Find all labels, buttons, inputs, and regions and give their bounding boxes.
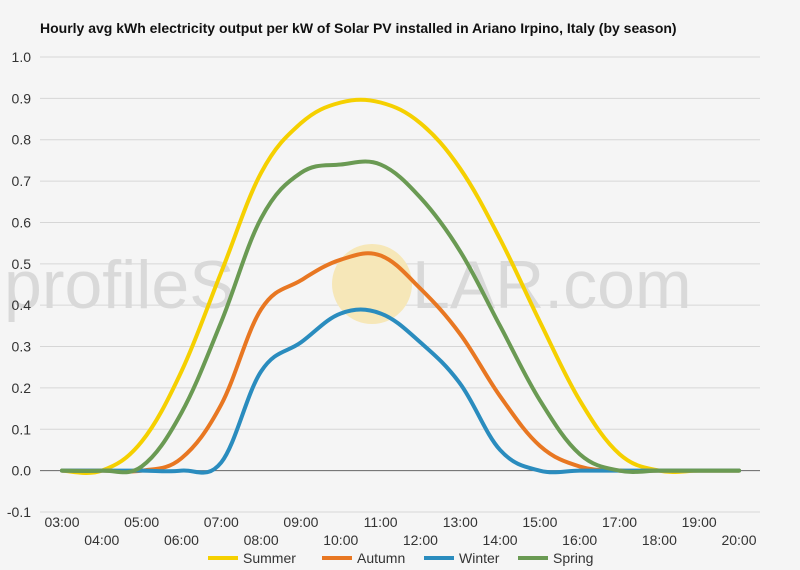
- x-tick-label: 10:00: [323, 532, 358, 548]
- series-line-summer: [60, 97, 741, 475]
- y-axis: -0.1 0.0 0.1 0.2 0.3 0.4 0.5 0.6 0.7 0.8 0.9 1.0: [7, 49, 31, 520]
- y-tick-label: -0.1: [7, 504, 31, 520]
- legend-label-summer: Summer: [243, 550, 296, 566]
- watermark-left: profileS: [4, 247, 235, 323]
- y-tick-label: 0.6: [12, 214, 32, 230]
- y-tick-label: 0.9: [12, 90, 32, 106]
- y-tick-label: 0.0: [12, 463, 32, 479]
- y-tick-label: 0.7: [12, 173, 32, 189]
- series-line-spring: [60, 159, 741, 475]
- series-lines: [60, 97, 741, 475]
- x-tick-label: 17:00: [602, 514, 637, 530]
- x-tick-label: 03:00: [44, 514, 79, 530]
- y-tick-label: 0.2: [12, 380, 32, 396]
- legend-label-autumn: Autumn: [357, 550, 405, 566]
- legend-label-spring: Spring: [553, 550, 593, 566]
- y-tick-label: 0.5: [12, 256, 32, 272]
- y-tick-label: 0.1: [12, 421, 32, 437]
- x-tick-label: 14:00: [483, 532, 518, 548]
- watermark: profileS LAR.com: [4, 244, 692, 324]
- y-tick-label: 0.8: [12, 132, 32, 148]
- legend-label-winter: Winter: [459, 550, 500, 566]
- x-tick-label: 11:00: [364, 514, 398, 530]
- watermark-right: LAR.com: [412, 247, 692, 323]
- x-tick-label: 08:00: [244, 532, 279, 548]
- y-tick-label: 0.3: [12, 339, 32, 355]
- x-tick-label: 13:00: [443, 514, 478, 530]
- x-tick-label: 06:00: [164, 532, 199, 548]
- x-tick-label: 12:00: [403, 532, 438, 548]
- x-tick-label: 09:00: [283, 514, 318, 530]
- x-tick-label: 19:00: [682, 514, 717, 530]
- x-tick-label: 18:00: [642, 532, 677, 548]
- x-tick-label: 15:00: [522, 514, 557, 530]
- x-tick-label: 07:00: [204, 514, 239, 530]
- x-tick-label: 16:00: [562, 532, 597, 548]
- x-tick-label: 05:00: [124, 514, 159, 530]
- legend: Summer Autumn Winter Spring: [208, 550, 593, 566]
- y-tick-label: 0.4: [12, 297, 32, 313]
- x-tick-label: 04:00: [84, 532, 119, 548]
- grid: [40, 56, 760, 513]
- chart-title: Hourly avg kWh electricity output per kW…: [40, 20, 677, 36]
- y-tick-label: 1.0: [12, 49, 32, 65]
- x-tick-label: 20:00: [721, 532, 756, 548]
